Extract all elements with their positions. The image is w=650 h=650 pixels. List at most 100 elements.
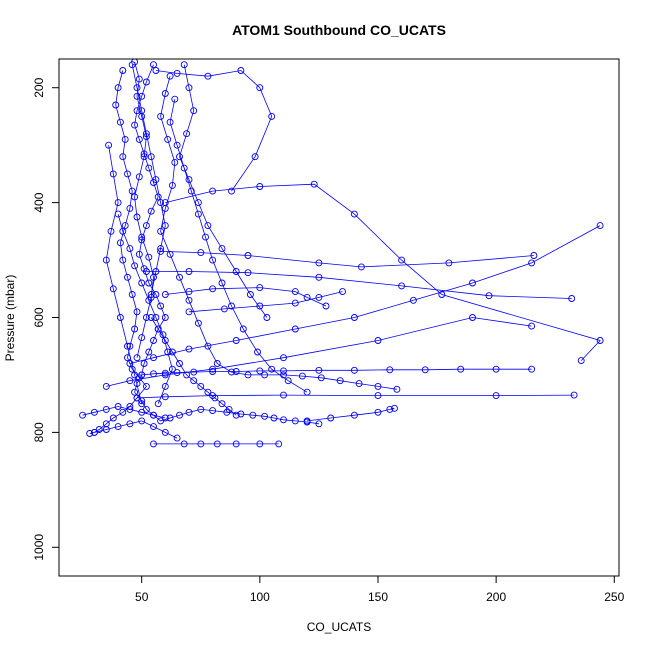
data-point xyxy=(126,377,134,385)
data-point xyxy=(152,67,160,74)
x-tick-label: 100 xyxy=(250,590,270,604)
data-point xyxy=(251,153,259,161)
series-line xyxy=(146,271,572,299)
series-18 xyxy=(102,141,146,408)
data-point xyxy=(161,428,169,436)
data-point xyxy=(244,252,252,259)
data-point xyxy=(194,319,202,327)
data-point xyxy=(197,249,205,257)
data-point xyxy=(157,302,165,310)
y-tick-label: 800 xyxy=(32,422,46,442)
data-point xyxy=(152,176,160,184)
data-point xyxy=(90,408,98,416)
data-point xyxy=(457,365,465,373)
series-6 xyxy=(133,391,578,402)
x-axis-label: CO_UCATS xyxy=(307,620,371,634)
data-point xyxy=(315,273,323,281)
data-point xyxy=(386,405,394,413)
data-point xyxy=(131,193,139,201)
series-line xyxy=(188,291,343,313)
data-point xyxy=(204,72,212,80)
series-23 xyxy=(185,288,346,316)
data-point xyxy=(232,411,240,419)
data-point xyxy=(398,282,406,290)
data-point xyxy=(157,227,165,235)
data-point xyxy=(374,337,382,344)
data-point xyxy=(102,426,110,433)
data-point xyxy=(133,380,141,388)
data-point xyxy=(166,414,174,422)
data-point xyxy=(161,222,169,230)
data-point xyxy=(185,84,193,92)
data-point xyxy=(128,291,136,298)
data-point xyxy=(218,279,226,287)
data-point xyxy=(180,164,188,172)
data-point xyxy=(568,295,576,302)
data-point xyxy=(150,411,157,419)
data-point xyxy=(176,411,183,419)
data-point xyxy=(173,141,181,149)
data-point xyxy=(268,365,276,373)
data-point xyxy=(126,204,134,212)
data-point xyxy=(145,253,153,261)
series-line xyxy=(82,406,166,419)
data-point xyxy=(421,366,429,374)
data-point xyxy=(150,354,157,362)
data-point xyxy=(145,296,153,304)
data-point xyxy=(154,325,162,333)
series-line xyxy=(160,251,534,268)
data-point xyxy=(393,385,401,393)
y-tick-label: 600 xyxy=(32,307,46,327)
data-point xyxy=(374,408,382,416)
data-point xyxy=(86,430,94,437)
data-point xyxy=(232,268,240,275)
data-point xyxy=(256,84,264,92)
data-point xyxy=(357,263,365,271)
data-point xyxy=(138,233,146,241)
data-point xyxy=(209,285,217,293)
series-4 xyxy=(138,365,536,379)
data-point xyxy=(256,183,264,190)
x-tick-label: 50 xyxy=(135,590,149,604)
data-point xyxy=(194,199,202,207)
data-point xyxy=(197,440,205,448)
data-point xyxy=(142,268,150,275)
series-19 xyxy=(147,314,240,419)
x-tick-label: 200 xyxy=(486,590,506,604)
series-3 xyxy=(157,72,401,393)
data-point xyxy=(131,371,139,379)
data-point xyxy=(270,414,278,422)
data-point xyxy=(138,279,146,287)
data-point xyxy=(157,245,165,253)
data-point xyxy=(126,342,134,350)
data-point xyxy=(209,365,217,373)
data-point xyxy=(119,153,127,161)
data-point xyxy=(107,227,115,235)
data-point xyxy=(135,75,143,83)
series-1 xyxy=(131,61,323,428)
data-point xyxy=(187,187,195,195)
data-point xyxy=(339,288,346,296)
series-15 xyxy=(152,67,276,195)
data-point xyxy=(142,382,150,390)
data-point xyxy=(197,382,205,390)
data-point xyxy=(280,416,287,424)
data-point xyxy=(138,400,146,408)
series-line xyxy=(136,394,575,399)
data-point xyxy=(171,158,179,166)
y-axis-label: Pressure (mbar) xyxy=(3,275,17,362)
data-point xyxy=(232,337,240,344)
data-point xyxy=(131,388,139,396)
data-point xyxy=(183,130,191,138)
data-point xyxy=(126,360,134,367)
data-point xyxy=(138,107,146,115)
data-point xyxy=(102,405,110,413)
data-point xyxy=(114,423,122,431)
series-11 xyxy=(150,440,283,448)
series-line xyxy=(89,70,147,434)
x-tick-label: 150 xyxy=(368,590,388,604)
data-point xyxy=(138,334,146,342)
data-point xyxy=(244,269,252,277)
series-12 xyxy=(90,417,181,442)
